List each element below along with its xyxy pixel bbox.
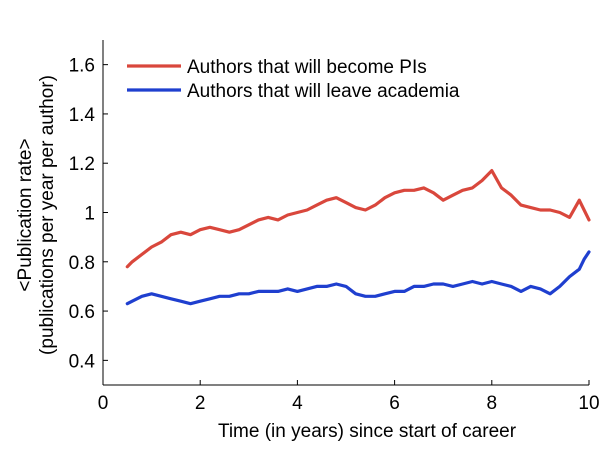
x-tick-label: 6 bbox=[389, 393, 400, 414]
y-tick-label: 1 bbox=[84, 204, 95, 225]
x-tick-label: 2 bbox=[195, 393, 206, 414]
series-line-2 bbox=[125, 250, 591, 306]
x-axis-label: Time (in years) since start of career bbox=[218, 421, 517, 442]
y-tick-label: 1.6 bbox=[69, 56, 95, 77]
legend-label-2: Authors that will leave academia bbox=[187, 81, 460, 102]
y-axis-label-line1: <Publication rate> bbox=[15, 138, 36, 291]
x-tick-label: 4 bbox=[292, 393, 303, 414]
y-tick-label: 1.4 bbox=[69, 105, 96, 126]
x-tick-label: 8 bbox=[487, 393, 498, 414]
y-tick-label: 1.2 bbox=[69, 154, 95, 175]
ticks: 0 2 4 6 8 10 0.4 0.6 0.8 1 1.2 1.4 1.6 bbox=[69, 56, 600, 414]
x-tick-label: 0 bbox=[98, 393, 109, 414]
y-tick-label: 0.6 bbox=[69, 302, 95, 323]
y-tick-label: 0.8 bbox=[69, 253, 95, 274]
x-tick-label: 10 bbox=[578, 393, 599, 414]
series-layer bbox=[125, 169, 591, 306]
y-tick-label: 0.4 bbox=[69, 351, 96, 372]
legend-label-1: Authors that will become PIs bbox=[187, 57, 427, 78]
series-line-1 bbox=[125, 169, 591, 269]
legend: Authors that will become PIs Authors that… bbox=[127, 57, 460, 102]
y-axis-label-line2: (publications per year per author) bbox=[37, 75, 58, 355]
